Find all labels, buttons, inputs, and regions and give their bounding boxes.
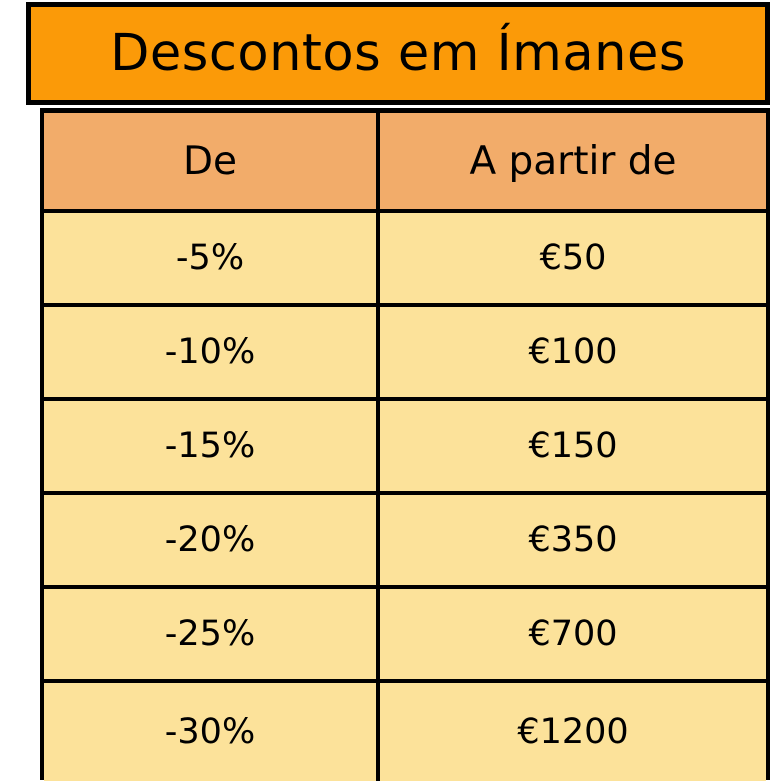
cell-discount: -10% (44, 307, 380, 397)
cell-threshold: €100 (528, 332, 618, 372)
cell-discount: -30% (44, 683, 380, 781)
table-row: -5% €50 (44, 213, 766, 307)
cell-discount: -25% (44, 589, 380, 679)
cell-discount: -5% (44, 213, 380, 303)
table-row: -20% €350 (44, 495, 766, 589)
column-header-discount: De (44, 113, 380, 209)
column-header-threshold: A partir de (469, 138, 677, 184)
table-row: -30% €1200 (44, 683, 766, 781)
table-header-row: De A partir de (44, 113, 766, 213)
table-title-banner: Descontos em Ímanes (26, 2, 770, 105)
table-row: -15% €150 (44, 401, 766, 495)
cell-threshold: €700 (528, 614, 618, 654)
cell-threshold: €150 (528, 426, 618, 466)
table-title: Descontos em Ímanes (110, 24, 686, 83)
cell-threshold: €50 (539, 238, 607, 278)
table-row: -10% €100 (44, 307, 766, 401)
cell-discount: -15% (44, 401, 380, 491)
table-grid: De A partir de -5% €50 -10% €100 -15% €1… (40, 108, 770, 781)
table-row: -25% €700 (44, 589, 766, 683)
cell-threshold: €1200 (517, 712, 629, 752)
cell-threshold: €350 (528, 520, 618, 560)
cell-discount: -20% (44, 495, 380, 585)
